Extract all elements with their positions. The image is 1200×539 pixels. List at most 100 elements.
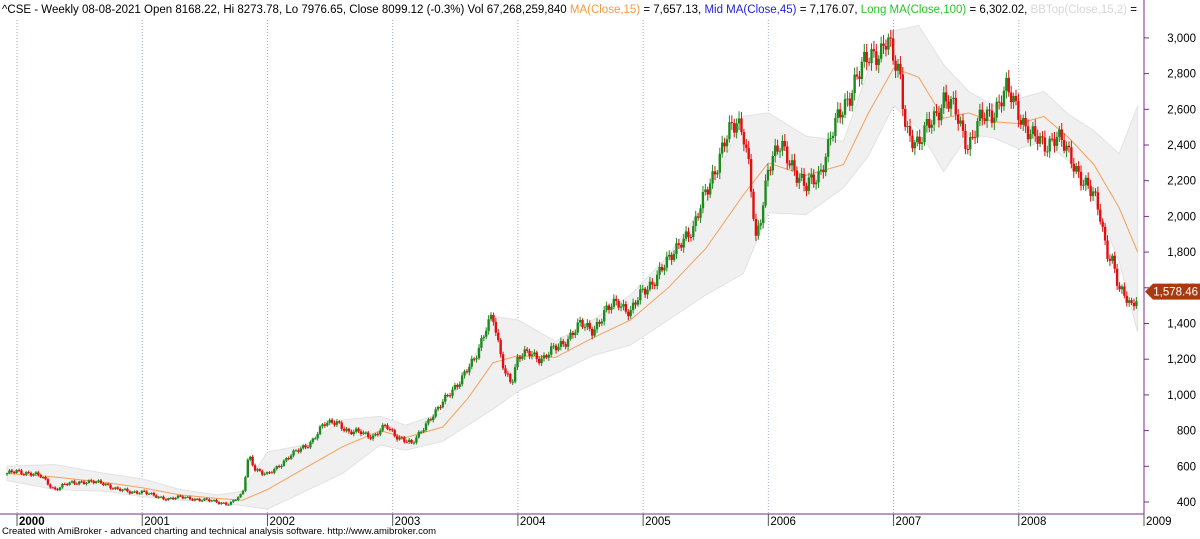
candle-body	[357, 428, 360, 432]
candle-body	[1029, 134, 1032, 140]
candle-body	[458, 384, 461, 387]
candle-body	[631, 302, 635, 311]
candle-body	[456, 384, 459, 387]
candle-body	[641, 288, 644, 290]
last-price-tag: 1,578.46	[1145, 283, 1200, 300]
candle-body	[463, 371, 466, 376]
candle-body	[34, 472, 38, 475]
y-tick-label: 600	[1177, 461, 1196, 473]
candle-body	[25, 472, 28, 475]
candle-body	[665, 256, 669, 268]
candle-body	[499, 340, 502, 355]
candle-body	[354, 428, 358, 432]
y-tick-label: 2,200	[1167, 176, 1196, 188]
candle-body	[133, 491, 136, 493]
candle-body	[143, 490, 146, 492]
candle-body	[350, 431, 353, 435]
candle-body	[90, 480, 93, 482]
long-ma-label: Long MA(Close,100)	[860, 4, 967, 16]
candle-body	[1017, 101, 1020, 121]
candle-body	[516, 356, 519, 368]
candle-body	[44, 477, 47, 480]
y-tick-label: 3,000	[1167, 33, 1196, 45]
bbtop-label: BBTop(Close,15,2)	[1030, 4, 1128, 16]
x-tick-label: 2002	[269, 516, 295, 528]
candle-body	[853, 74, 856, 94]
candle-body	[176, 495, 180, 498]
candle-body	[533, 352, 536, 355]
candle-body	[624, 304, 628, 312]
candle-body	[513, 367, 517, 382]
footer-credit: Created with AmiBroker - advanced charti…	[2, 526, 437, 537]
candle-body	[1053, 138, 1056, 146]
candle-body	[82, 481, 86, 484]
candle-body	[287, 458, 290, 460]
candle-body	[251, 456, 254, 466]
y-tick-label: 1,400	[1167, 319, 1196, 331]
candle-body	[22, 474, 26, 476]
candle-body	[612, 298, 616, 307]
candle-body	[1106, 240, 1109, 259]
candle-body	[171, 497, 175, 500]
y-tick-label: 1,000	[1167, 390, 1196, 402]
candle-body	[359, 431, 363, 435]
candle-body	[140, 490, 144, 494]
candle-body	[114, 487, 117, 489]
candle-body	[940, 108, 943, 121]
candle-body	[369, 437, 372, 439]
candle-body	[61, 483, 64, 488]
candle-body	[607, 305, 611, 310]
candle-body	[858, 76, 861, 79]
candle-body	[588, 323, 591, 329]
candle-body	[155, 495, 158, 498]
candle-body	[152, 492, 156, 496]
candle-body	[326, 422, 329, 426]
candle-body	[181, 496, 184, 499]
candle-body	[412, 442, 416, 444]
candle-body	[220, 502, 223, 504]
candle-body	[224, 502, 228, 505]
candle-body	[342, 428, 346, 431]
candle-body	[186, 496, 189, 498]
candle-body	[29, 473, 33, 476]
candle-body	[246, 459, 250, 478]
candle-body	[542, 355, 546, 359]
candle-body	[600, 321, 604, 324]
candle-body	[388, 428, 392, 430]
candle-body	[85, 482, 88, 484]
candle-body	[550, 346, 553, 355]
candle-body	[851, 93, 854, 106]
candle-body	[918, 136, 921, 145]
candle-body	[1096, 192, 1100, 210]
candle-body	[234, 500, 237, 502]
candle-body	[1014, 95, 1018, 102]
candle-body	[241, 490, 245, 495]
candle-body	[737, 118, 741, 124]
candle-body	[545, 355, 548, 358]
candle-body	[196, 498, 199, 500]
candle-body	[716, 172, 719, 175]
candle-body	[1034, 126, 1037, 137]
candle-body	[1072, 163, 1075, 172]
x-axis-ticks: 2000 2001 2002 2003 2004 2005 2006 2007 2008 2009	[16, 514, 1172, 528]
candle-body	[798, 177, 801, 183]
candle-body	[1087, 177, 1090, 186]
candle-body	[1043, 137, 1047, 152]
candle-body	[672, 253, 676, 260]
candle-body	[92, 481, 95, 484]
candle-body	[302, 445, 305, 449]
candle-body	[1036, 136, 1039, 144]
candle-body	[1111, 255, 1114, 261]
candle-body	[704, 189, 707, 192]
candle-body	[867, 62, 871, 64]
candle-body	[494, 321, 498, 333]
candle-body	[841, 114, 844, 118]
candle-body	[733, 123, 736, 133]
candle-body	[586, 323, 589, 327]
candle-body	[1130, 300, 1133, 303]
candle-body	[615, 298, 618, 302]
candle-body	[78, 481, 81, 485]
candle-body	[966, 149, 970, 151]
candle-body	[282, 460, 286, 466]
